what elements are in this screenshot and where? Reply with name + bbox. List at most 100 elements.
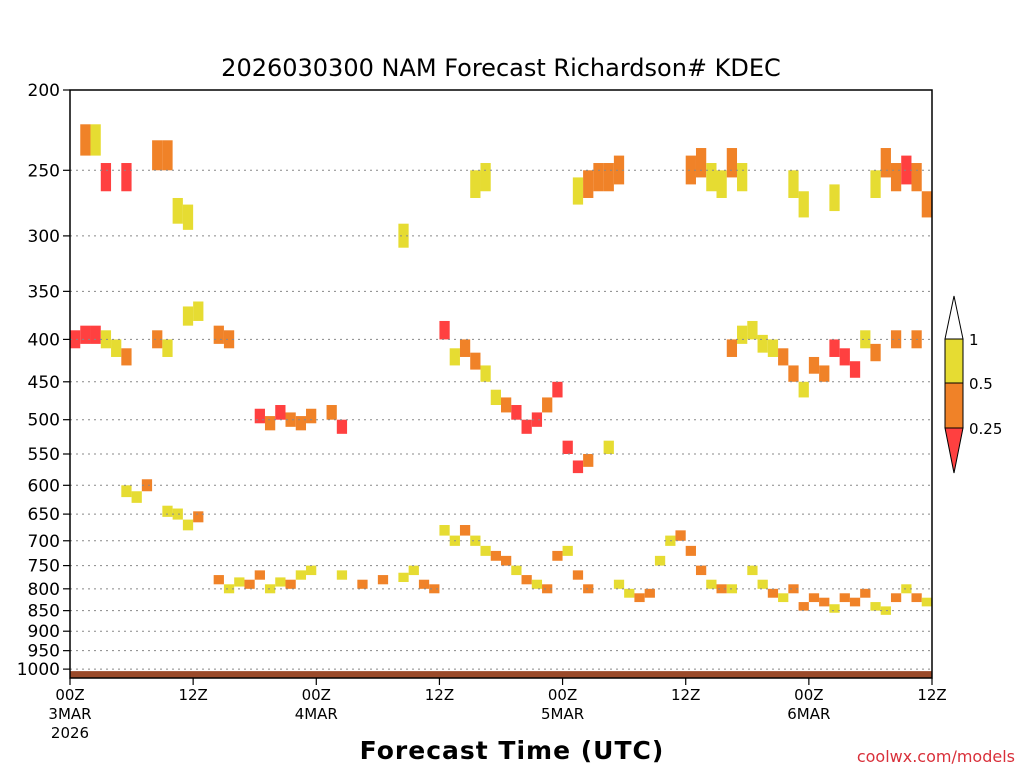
cell-112 (808, 356, 820, 374)
cell-113 (819, 365, 830, 382)
cell-155 (521, 575, 532, 585)
cell-28 (398, 223, 409, 248)
ytick-label-900: 900 (28, 622, 60, 642)
cell-115 (839, 348, 850, 366)
cell-101 (572, 460, 584, 474)
colorbar-label-0-25: 0.25 (969, 420, 1002, 438)
cell-166 (654, 555, 666, 566)
cell-93 (490, 389, 501, 406)
cell-96 (521, 419, 532, 434)
cell-34 (480, 163, 491, 192)
cell-44 (583, 170, 594, 198)
cell-158 (552, 550, 563, 561)
xtick-label-1: 12Z (178, 686, 207, 704)
cell-135 (285, 579, 296, 589)
cell-131 (244, 579, 255, 589)
cell-176 (757, 579, 768, 589)
cell-184 (839, 593, 850, 603)
cell-51 (716, 170, 727, 198)
cell-3 (121, 163, 132, 192)
cell-117 (860, 330, 871, 349)
colorbar-bin-orange (944, 382, 964, 429)
cell-133 (264, 584, 276, 594)
cell-99 (552, 381, 563, 398)
cell-171 (706, 579, 717, 589)
xtick-date-2: 4MAR (295, 705, 338, 723)
cell-144 (408, 565, 419, 576)
cell-98 (542, 397, 553, 413)
cell-183 (829, 604, 840, 613)
xtick-date-0: 3MAR (48, 705, 91, 723)
cell-190 (901, 584, 912, 594)
cell-157 (542, 584, 553, 594)
colorbar-top-triangle (944, 295, 964, 340)
xtick-label-5: 12Z (671, 686, 700, 704)
cell-85 (306, 408, 317, 424)
colorbar-bin-yellow (944, 338, 964, 384)
xtick-date-6: 6MAR (787, 705, 830, 723)
cell-159 (562, 545, 573, 556)
cell-143 (398, 572, 409, 583)
ground-layer (70, 671, 932, 678)
cell-77 (193, 301, 204, 321)
ytick-label-600: 600 (28, 476, 60, 496)
cell-110 (788, 365, 799, 382)
cell-121 (121, 485, 132, 498)
cell-119 (890, 330, 902, 349)
ytick-label-450: 450 (28, 373, 60, 393)
cell-169 (685, 545, 696, 556)
cell-192 (921, 597, 932, 607)
cell-2 (100, 163, 112, 192)
cell-81 (264, 416, 276, 431)
cell-186 (860, 588, 871, 598)
cell-5 (162, 140, 173, 171)
cell-86 (326, 405, 337, 420)
cell-7 (182, 204, 194, 230)
cell-64 (890, 163, 902, 192)
cell-102 (583, 453, 594, 467)
cell-89 (449, 348, 460, 366)
cell-48 (685, 155, 696, 185)
cell-67 (921, 191, 932, 218)
cell-141 (357, 579, 368, 589)
cell-175 (747, 565, 758, 576)
cell-100 (562, 440, 573, 454)
cell-106 (747, 320, 758, 340)
cell-153 (501, 555, 512, 566)
cell-70 (90, 325, 101, 344)
xtick-date-4: 5MAR (541, 705, 584, 723)
cell-147 (439, 525, 450, 536)
cell-122 (131, 491, 142, 503)
cell-123 (141, 479, 153, 492)
cell-87 (336, 419, 348, 434)
cell-179 (788, 584, 799, 594)
cell-95 (511, 405, 522, 420)
cell-191 (911, 593, 922, 603)
cell-162 (613, 579, 625, 589)
cell-53 (737, 163, 748, 192)
y-axis-ticks: 200 250 300 350 400 450 500 550 600 650 700 750 8008… (17, 81, 70, 680)
cell-46 (603, 163, 614, 192)
cell-178 (778, 593, 789, 603)
cell-165 (644, 588, 655, 598)
cell-84 (295, 416, 307, 431)
cell-1 (90, 124, 101, 156)
cell-33 (470, 170, 481, 198)
cell-111 (798, 381, 809, 398)
ytick-label-950: 950 (28, 642, 60, 662)
cell-83 (285, 412, 296, 427)
cell-164 (634, 593, 645, 603)
cell-72 (111, 339, 122, 357)
cell-161 (583, 584, 594, 594)
pressure-gridlines (70, 169, 932, 670)
ytick-label-350: 350 (28, 282, 60, 302)
ytick-label-500: 500 (28, 411, 60, 431)
cell-127 (193, 511, 204, 523)
cell-149 (459, 525, 471, 536)
colorbar-label-1: 1 (969, 331, 979, 349)
cell-188 (880, 606, 891, 615)
cell-80 (254, 408, 265, 424)
credit-text: coolwx.com/models (857, 747, 1015, 766)
